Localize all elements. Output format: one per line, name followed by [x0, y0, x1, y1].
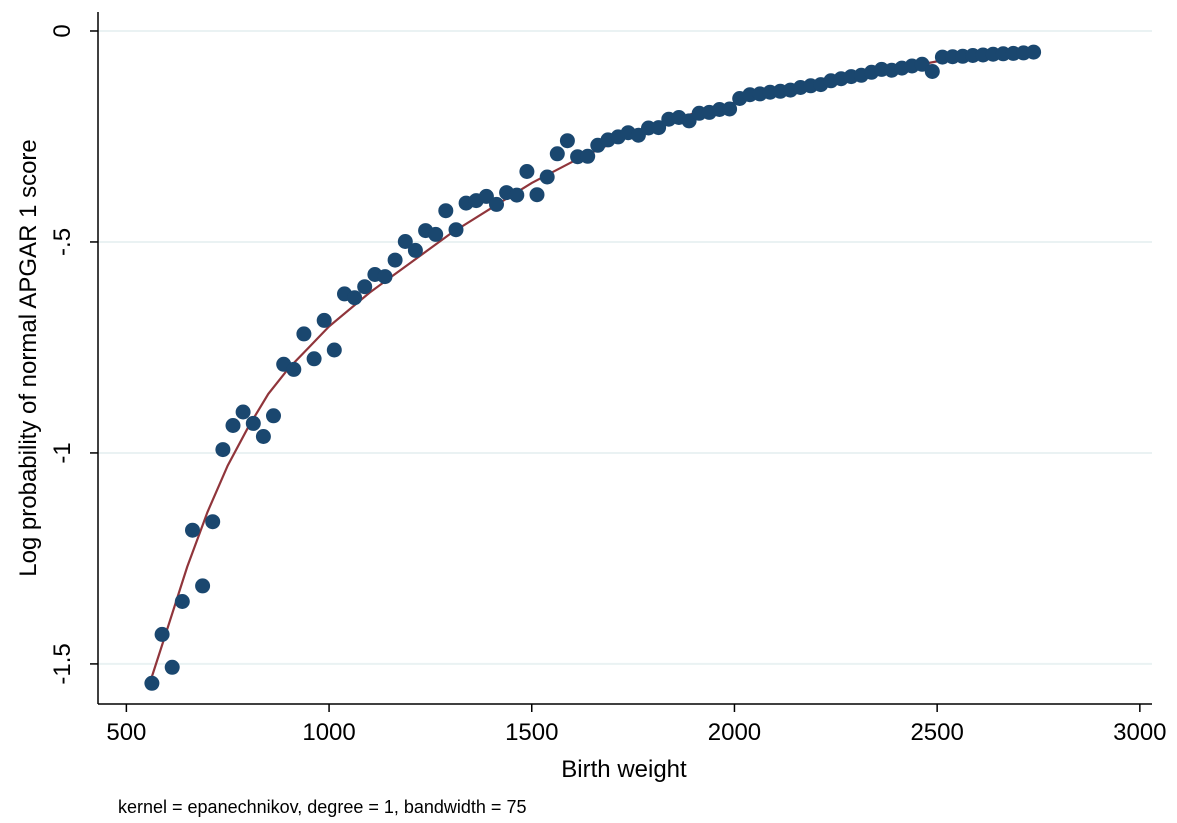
x-tick-label: 2000 — [708, 719, 761, 746]
data-point — [397, 234, 413, 249]
data-point — [195, 578, 211, 594]
data-point — [185, 522, 200, 538]
data-point — [438, 203, 454, 219]
x-tick-label: 500 — [106, 719, 146, 746]
data-point — [245, 415, 261, 431]
data-point — [357, 279, 373, 295]
y-tick-label: -.5 — [49, 228, 76, 256]
data-point — [407, 242, 423, 258]
data-point — [722, 101, 738, 117]
data-point — [347, 290, 363, 306]
data-point — [164, 659, 180, 675]
data-point — [205, 514, 221, 530]
data-point — [174, 594, 190, 609]
data-point — [549, 146, 565, 162]
data-point — [154, 626, 170, 642]
data-point — [1026, 44, 1042, 60]
data-point — [448, 222, 464, 238]
data-point — [286, 361, 302, 377]
data-point — [428, 226, 444, 242]
data-point — [377, 269, 393, 285]
chart-note: kernel = epanechnikov, degree = 1, bandw… — [118, 797, 526, 817]
data-point — [924, 64, 940, 79]
data-point — [215, 442, 231, 458]
y-tick-label: 0 — [49, 24, 76, 37]
data-point — [235, 404, 251, 420]
x-tick-label: 1000 — [302, 719, 355, 746]
data-point — [489, 196, 504, 212]
y-tick-label: -1 — [49, 442, 76, 463]
data-point — [529, 187, 545, 203]
data-point — [296, 326, 312, 342]
data-point — [266, 408, 281, 424]
x-tick-label: 3000 — [1113, 719, 1166, 746]
y-tick-label: -1.5 — [49, 643, 76, 684]
data-point — [225, 418, 241, 433]
data-point — [255, 429, 271, 444]
x-axis-title: Birth weight — [561, 756, 687, 783]
x-tick-label: 1500 — [505, 719, 558, 746]
x-tick-label: 2500 — [910, 719, 963, 746]
data-point — [580, 148, 596, 164]
data-point — [306, 351, 322, 367]
axes: 500 1000 1500 2000 2500 3000 -1.5 -1 -.5 0 — [49, 12, 1167, 746]
data-point — [326, 342, 342, 358]
data-point — [509, 187, 525, 203]
data-point — [316, 312, 332, 328]
data-point — [387, 252, 403, 268]
plot-area — [144, 44, 1042, 691]
data-point — [539, 169, 555, 185]
data-point — [478, 188, 494, 204]
data-point — [651, 120, 667, 136]
data-point — [559, 133, 575, 149]
data-point — [519, 164, 535, 179]
data-point — [144, 675, 160, 691]
gridlines — [98, 29, 1152, 665]
y-axis-title: Log probability of normal APGAR 1 score — [15, 139, 42, 577]
